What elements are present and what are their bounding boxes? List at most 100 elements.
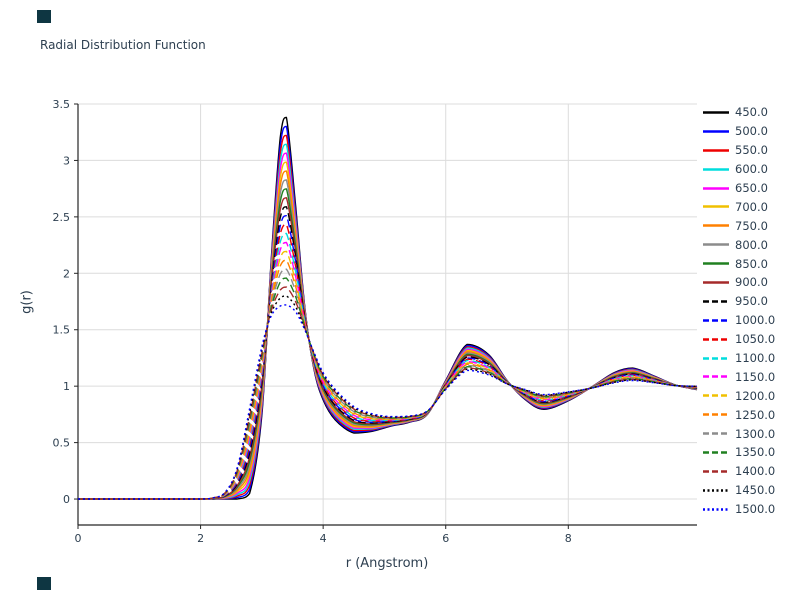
legend-line-sample (703, 507, 729, 511)
legend-label: 750.0 (735, 218, 768, 233)
legend-line-sample (703, 451, 729, 454)
legend-line-sample (703, 205, 729, 209)
legend-label: 950.0 (735, 294, 768, 309)
legend-line-sample (703, 470, 729, 473)
y-tick-label: 0 (63, 493, 70, 506)
legend-item: 1300.0 (702, 424, 775, 443)
legend-label: 1400.0 (735, 464, 776, 479)
legend-label: 650.0 (735, 181, 768, 195)
x-tick-label: 2 (197, 532, 204, 545)
legend-item: 800.0 (702, 235, 775, 254)
y-tick-label: 2 (63, 267, 70, 280)
legend-label: 1150.0 (735, 369, 776, 384)
legend-label: 500.0 (735, 124, 768, 139)
legend-line-sample (703, 262, 729, 265)
x-tick-label: 0 (75, 532, 82, 545)
legend-item: 500.0 (702, 122, 775, 141)
series-line-1400.0 (78, 286, 698, 500)
x-tick-label: 4 (320, 532, 327, 545)
legend-line-sample (703, 224, 729, 227)
x-tick-label: 6 (442, 532, 449, 545)
legend-item: 750.0 (702, 216, 775, 235)
x-axis-label: r (Angstrom) (345, 556, 429, 571)
legend-line-sample (703, 300, 729, 303)
legend-label: 1000.0 (735, 313, 776, 328)
chart-title: Radial Distribution Function (40, 38, 206, 52)
legend-line-sample (703, 337, 729, 341)
series-line-1150.0 (78, 241, 698, 500)
series-line-900.0 (78, 197, 698, 500)
legend-item: 1200.0 (702, 386, 775, 405)
legend-label: 550.0 (735, 143, 768, 158)
legend-item: 1350.0 (702, 443, 775, 462)
legend-item: 850.0 (702, 254, 775, 273)
legend-item: 1150.0 (702, 367, 775, 386)
legend-line-sample (703, 394, 729, 397)
series-line-550.0 (78, 134, 698, 500)
legend-label: 1350.0 (735, 445, 776, 460)
legend-label: 1450.0 (735, 483, 776, 498)
series-line-1500.0 (78, 304, 698, 500)
legend-line-sample (703, 167, 729, 171)
legend-line-sample (703, 432, 729, 435)
series-line-950.0 (78, 206, 698, 500)
legend-item: 1400.0 (702, 462, 775, 481)
x-tick-label: 8 (565, 532, 572, 545)
legend-line-sample (703, 186, 729, 190)
series-line-1350.0 (78, 277, 698, 500)
corner-marker-bottom (37, 577, 51, 590)
series-line-1000.0 (78, 214, 698, 500)
series-line-450.0 (78, 116, 698, 500)
legend-line-sample (703, 319, 729, 322)
legend-item: 650.0 (702, 179, 775, 198)
legend-label: 1300.0 (735, 426, 776, 441)
series-line-800.0 (78, 179, 698, 500)
legend-label: 450.0 (735, 105, 768, 120)
legend-item: 600.0 (702, 160, 775, 179)
legend-item: 950.0 (702, 292, 775, 311)
y-tick-label: 3.5 (53, 98, 71, 111)
legend-line-sample (703, 356, 729, 360)
legend-label: 700.0 (735, 199, 768, 214)
legend-label: 1250.0 (735, 407, 776, 422)
legend-line-sample (703, 149, 729, 152)
legend-line-sample (703, 413, 729, 416)
y-tick-label: 2.5 (53, 211, 71, 224)
y-tick-label: 1.5 (53, 324, 71, 337)
legend-line-sample (703, 489, 729, 492)
series-group (78, 116, 698, 500)
series-line-650.0 (78, 152, 698, 500)
legend-item: 1050.0 (702, 330, 775, 349)
series-line-500.0 (78, 125, 698, 500)
legend-line-sample (703, 243, 729, 246)
legend-item: 900.0 (702, 273, 775, 292)
series-line-700.0 (78, 161, 698, 500)
legend: 450.0 500.0 550.0 600.0 650.0 700.0 750.0 800.0… (702, 103, 775, 519)
series-line-1050.0 (78, 223, 698, 500)
y-tick-label: 3 (63, 154, 70, 167)
legend-item: 1100.0 (702, 349, 775, 368)
series-line-1200.0 (78, 250, 698, 500)
legend-label: 800.0 (735, 237, 768, 252)
legend-item: 550.0 (702, 141, 775, 160)
legend-label: 600.0 (735, 162, 768, 177)
legend-item: 700.0 (702, 197, 775, 216)
legend-label: 850.0 (735, 256, 768, 271)
y-tick-label: 0.5 (53, 437, 71, 450)
series-line-1450.0 (78, 295, 698, 500)
legend-line-sample (703, 281, 729, 284)
series-line-750.0 (78, 170, 698, 500)
legend-line-sample (703, 375, 729, 379)
legend-label: 1500.0 (735, 502, 776, 517)
legend-label: 1050.0 (735, 332, 776, 347)
corner-marker-top (37, 10, 51, 23)
legend-item: 450.0 (702, 103, 775, 122)
legend-label: 1100.0 (735, 351, 776, 366)
legend-item: 1250.0 (702, 405, 775, 424)
legend-label: 1200.0 (735, 388, 776, 403)
legend-line-sample (703, 130, 729, 133)
legend-item: 1450.0 (702, 481, 775, 500)
legend-item: 1500.0 (702, 500, 775, 519)
legend-item: 1000.0 (702, 311, 775, 330)
